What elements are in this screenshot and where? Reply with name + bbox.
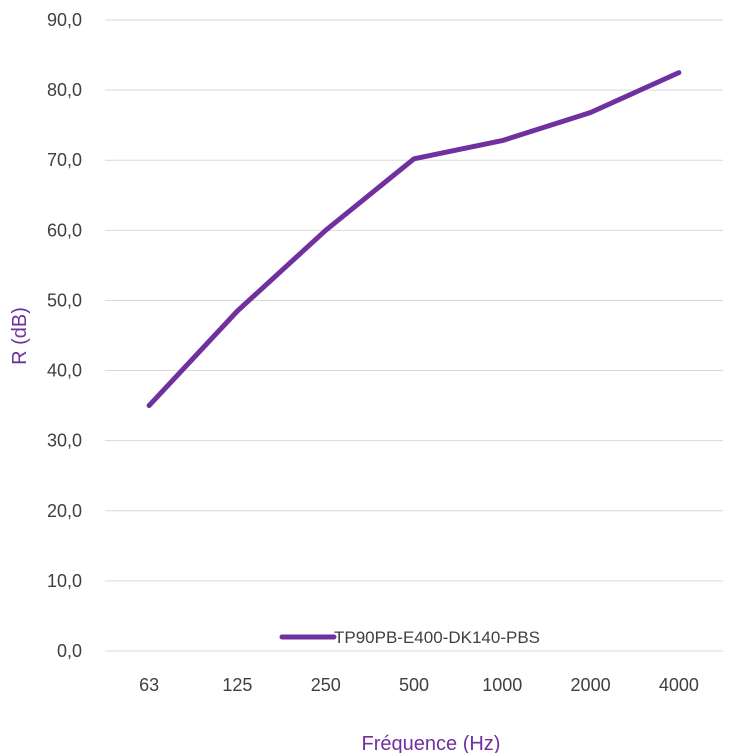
y-axis-title: R (dB) [9, 307, 31, 365]
series-layer [146, 70, 682, 409]
x-axis-tick-labels: 63 125 250 500 1000 2000 4000 [139, 675, 699, 695]
gridlines [105, 19, 723, 652]
legend-label: TP90PB-E400-DK140-PBS [334, 628, 540, 647]
y-tick-label: 40,0 [47, 361, 82, 381]
x-tick-label: 500 [399, 675, 429, 695]
x-tick-label: 2000 [571, 675, 611, 695]
y-axis-tick-labels: 0,0 10,0 20,0 30,0 40,0 50,0 60,0 70,0 80,0 90,0 [47, 10, 82, 661]
x-tick-label: 63 [139, 675, 159, 695]
y-tick-label: 50,0 [47, 290, 82, 310]
x-axis-title: Fréquence (Hz) [362, 733, 501, 753]
y-tick-label: 10,0 [47, 571, 82, 591]
y-tick-label: 0,0 [57, 641, 82, 661]
series-line [146, 70, 682, 409]
y-tick-label: 20,0 [47, 501, 82, 521]
x-tick-label: 125 [222, 675, 252, 695]
x-tick-label: 250 [311, 675, 341, 695]
y-tick-label: 30,0 [47, 431, 82, 451]
y-tick-label: 60,0 [47, 220, 82, 240]
legend: TP90PB-E400-DK140-PBS [279, 628, 540, 647]
y-tick-label: 70,0 [47, 150, 82, 170]
x-tick-label: 1000 [482, 675, 522, 695]
y-tick-label: 80,0 [47, 80, 82, 100]
x-tick-label: 4000 [659, 675, 699, 695]
y-tick-label: 90,0 [47, 10, 82, 30]
